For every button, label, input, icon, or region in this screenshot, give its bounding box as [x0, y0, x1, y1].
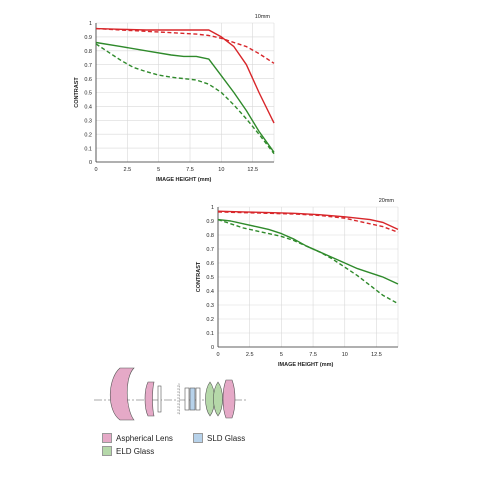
y-tick-label: 0: [89, 160, 92, 166]
y-axis-label: CONTRAST: [74, 77, 80, 108]
y-tick-label: 0.5: [206, 275, 214, 281]
y-tick-label: 0.6: [206, 261, 214, 267]
x-tick-label: 10: [342, 352, 348, 358]
legend-aspherical-label: Aspherical Lens: [116, 433, 173, 443]
aspherical-element-2: [144, 381, 155, 417]
y-tick-label: 0.8: [206, 233, 214, 239]
series-green-solid-line: [95, 41, 275, 153]
x-tick-label: 7.5: [309, 352, 317, 358]
series-red-solid-line: [95, 27, 275, 124]
y-tick-label: 0.4: [84, 105, 92, 111]
y-tick-label: 0.6: [84, 77, 92, 83]
series-green-solid-line: [217, 218, 399, 285]
legend-sld-label: SLD Glass: [207, 433, 246, 443]
series-red-dashed-line: [217, 211, 399, 233]
y-tick-label: 0.2: [84, 132, 92, 138]
lens-element-4: [184, 387, 190, 411]
x-tick-label: 12.5: [247, 167, 258, 173]
y-tick-label: 0.1: [84, 146, 92, 152]
sld-element: [189, 387, 196, 411]
series-red-dashed-line: [95, 27, 275, 64]
y-axis-label: CONTRAST: [196, 261, 202, 292]
y-tick-label: 0.8: [84, 49, 92, 55]
legend-sld: SLD Glass: [193, 433, 245, 443]
y-tick-label: 0.9: [84, 35, 92, 41]
mtf-chart-10mm: 00.10.20.30.40.50.60.70.80.910 2.5 5 7.5 10 1…: [74, 14, 275, 183]
eld-element-1: [205, 381, 215, 417]
y-tick-label: 0.7: [84, 63, 92, 69]
x-axis-label: IMAGE HEIGHT (mm): [156, 177, 211, 183]
series-green-dashed-line: [217, 218, 399, 305]
x-tick-label: 2.5: [124, 167, 132, 173]
chart-title: 20mm: [379, 198, 395, 204]
y-tick-label: 1: [211, 205, 214, 211]
y-tick-label: 0.9: [206, 219, 214, 225]
y-tick-label: 0.3: [84, 119, 92, 125]
legend-eld-label: ELD Glass: [116, 446, 155, 456]
eld-swatch: [102, 446, 112, 456]
lens-construction-diagram: [94, 367, 246, 421]
eld-element-2: [213, 381, 223, 417]
x-tick-label: 0: [94, 167, 97, 173]
y-tick-label: 0.7: [206, 247, 214, 253]
series-green-dashed-line: [95, 43, 275, 155]
legend-aspherical: Aspherical Lens: [102, 433, 173, 443]
x-tick-label: 0: [216, 352, 219, 358]
x-tick-label: 10: [218, 167, 224, 173]
x-tick-label: 2.5: [246, 352, 254, 358]
y-tick-label: 0.4: [206, 289, 214, 295]
x-tick-label: 5: [157, 167, 160, 173]
aspherical-swatch: [102, 433, 112, 443]
x-tick-label: 7.5: [186, 167, 194, 173]
y-tick-label: 1: [89, 21, 92, 27]
y-tick-label: 0: [211, 345, 214, 351]
y-tick-label: 0.2: [206, 317, 214, 323]
y-tick-label: 0.1: [206, 331, 214, 337]
legend-eld: ELD Glass: [102, 446, 154, 456]
y-tick-label: 0.5: [84, 91, 92, 97]
chart-title: 10mm: [255, 14, 271, 20]
x-tick-label: 12.5: [371, 352, 382, 358]
mtf-chart-20mm: 00.10.20.30.40.50.60.70.80.910 2.5 5 7.5 10 1…: [196, 198, 399, 368]
x-tick-label: 5: [280, 352, 283, 358]
lens-element-5: [195, 387, 201, 411]
lens-element-3: [157, 385, 162, 413]
aspherical-element-1: [109, 367, 135, 421]
y-tick-label: 0.3: [206, 303, 214, 309]
sld-swatch: [193, 433, 203, 443]
series-red-solid-line: [217, 210, 399, 231]
aspherical-element-3: [222, 379, 236, 419]
x-axis-label: IMAGE HEIGHT (mm): [278, 362, 333, 368]
aperture-stop: [177, 383, 180, 415]
